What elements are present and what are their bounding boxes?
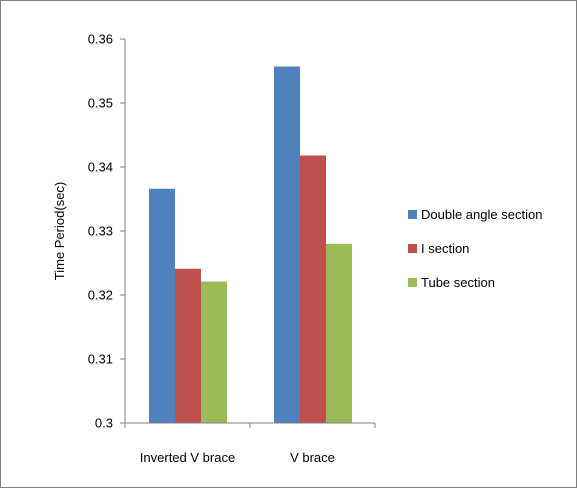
legend: Double angle section I section Tube sectio… <box>408 207 542 290</box>
y-ticks: 0.3 0.31 0.32 0.33 0.34 0.35 0.36 <box>88 32 125 431</box>
x-category-label: Inverted V brace <box>140 450 235 465</box>
y-tick-label: 0.33 <box>88 224 113 239</box>
bar-double-angle-section-v-brace <box>274 66 300 424</box>
y-tick-label: 0.31 <box>88 352 113 367</box>
legend-swatch <box>408 210 417 219</box>
bar-tube-section-v-brace <box>326 243 352 423</box>
y-tick-label: 0.3 <box>95 416 113 431</box>
bars-layer <box>149 66 352 424</box>
y-tick-label: 0.36 <box>88 32 113 47</box>
bar-i-section-inverted-v-brace <box>175 268 201 423</box>
y-tick-label: 0.35 <box>88 96 113 111</box>
x-categories: Inverted V brace V brace <box>124 423 376 465</box>
y-axis-title: Time Period(sec) <box>52 182 67 280</box>
bar-tube-section-inverted-v-brace <box>201 281 227 423</box>
x-category-label: V brace <box>290 450 335 465</box>
y-tick-label: 0.34 <box>88 160 113 175</box>
legend-label: Tube section <box>421 275 495 290</box>
legend-swatch <box>408 244 417 253</box>
y-tick-label: 0.32 <box>88 288 113 303</box>
legend-label: Double angle section <box>421 207 542 222</box>
legend-swatch <box>408 278 417 287</box>
legend-label: I section <box>421 241 469 256</box>
bar-i-section-v-brace <box>300 155 326 424</box>
bar-double-angle-section-inverted-v-brace <box>149 188 175 423</box>
